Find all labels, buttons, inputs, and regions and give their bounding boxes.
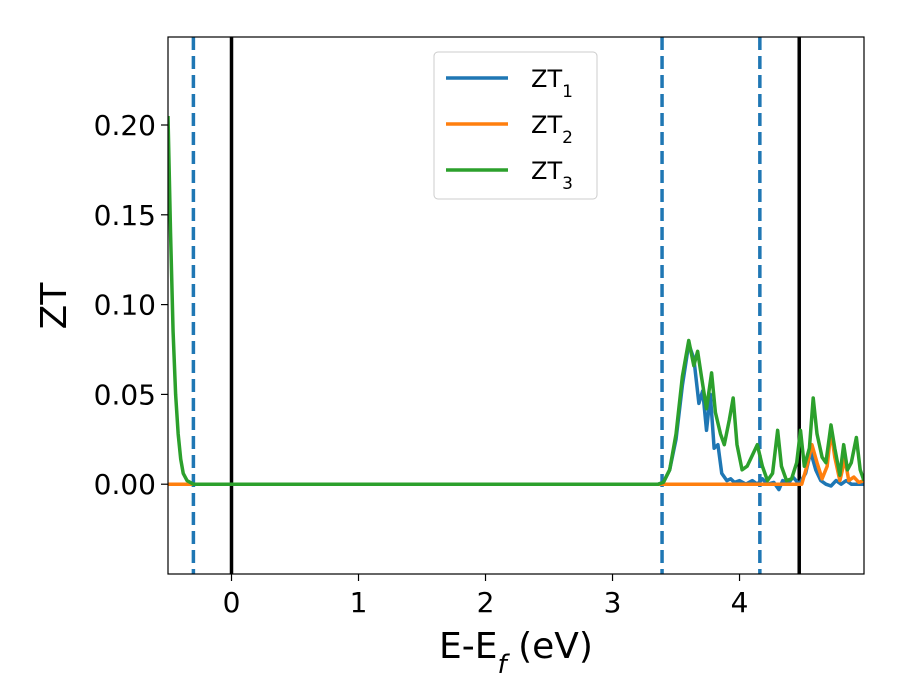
- x-tick-label: 1: [350, 586, 368, 619]
- legend-box: [433, 51, 598, 200]
- y-tick-label: 0.20: [94, 109, 156, 142]
- x-tick-label: 4: [731, 586, 749, 619]
- x-tick-label: 2: [477, 586, 495, 619]
- y-axis-title: ZT: [34, 282, 75, 330]
- x-tick-label: 0: [223, 586, 241, 619]
- y-tick-label: 0.10: [94, 289, 156, 322]
- y-tick-label: 0.05: [94, 378, 156, 411]
- x-axis-ticks: 0 1 2 3 4: [223, 574, 749, 619]
- legend: ZT1 ZT2 ZT3: [433, 51, 598, 200]
- legend-label-1: ZT1: [531, 65, 573, 102]
- series-line-3: [168, 115, 864, 486]
- x-axis-title: E-Ef (eV): [439, 626, 593, 680]
- x-tick-label: 3: [604, 586, 622, 619]
- y-tick-label: 0.00: [94, 468, 156, 501]
- y-axis-ticks: 0.00 0.05 0.10 0.15 0.20: [94, 109, 168, 501]
- y-tick-label: 0.15: [94, 199, 156, 232]
- legend-label-2: ZT2: [531, 111, 573, 148]
- legend-label-3: ZT3: [531, 157, 573, 194]
- plot-frame: [167, 36, 865, 575]
- series-lines: [168, 115, 864, 492]
